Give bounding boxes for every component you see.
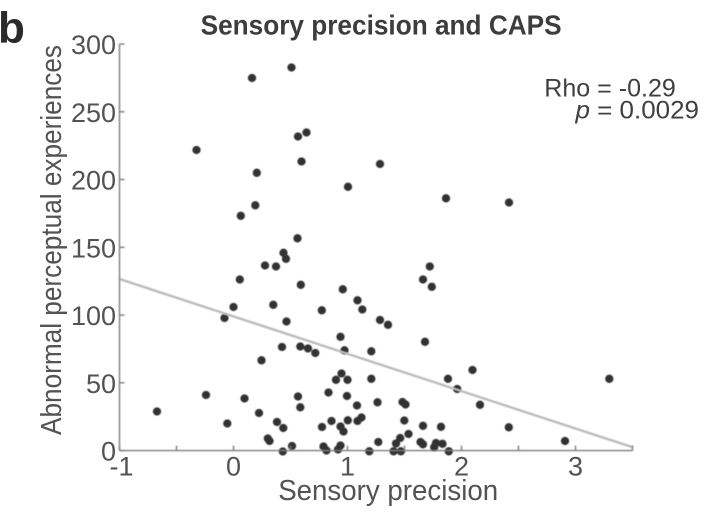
svg-text:1: 1 [340, 452, 355, 482]
svg-text:Sensory precision and CAPS: Sensory precision and CAPS [201, 9, 562, 40]
svg-text:300: 300 [71, 30, 116, 60]
svg-text:150: 150 [71, 233, 116, 263]
svg-text:250: 250 [71, 98, 116, 128]
svg-text:Abnormal perceptual experience: Abnormal perceptual experiences [36, 45, 68, 435]
svg-text:p = 0.0029: p = 0.0029 [574, 97, 699, 125]
svg-text:50: 50 [86, 369, 116, 399]
svg-text:b: b [0, 4, 25, 53]
svg-text:100: 100 [71, 301, 116, 331]
svg-text:0: 0 [101, 437, 116, 467]
svg-text:-1: -1 [109, 452, 133, 482]
svg-text:Rho = -0.29: Rho = -0.29 [544, 75, 676, 103]
svg-text:0: 0 [226, 452, 241, 482]
svg-text:Sensory precision: Sensory precision [278, 475, 498, 507]
svg-text:3: 3 [568, 452, 583, 482]
svg-text:200: 200 [71, 166, 116, 196]
svg-text:2: 2 [454, 452, 469, 482]
